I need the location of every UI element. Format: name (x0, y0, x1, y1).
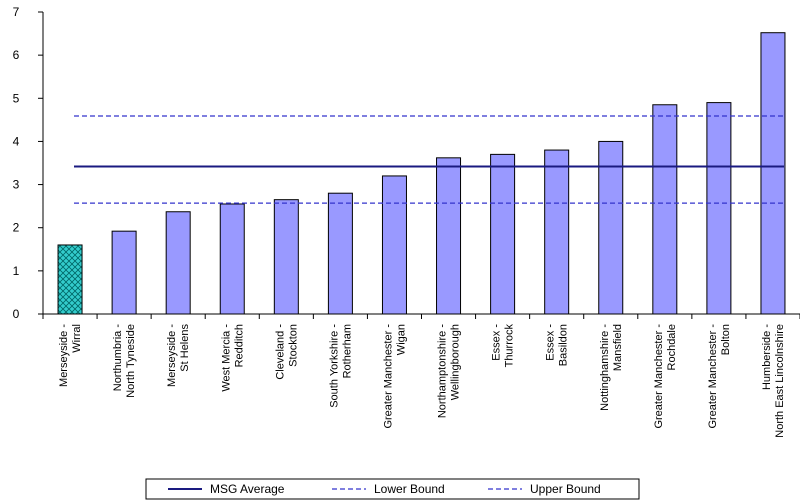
y-tick-label: 4 (13, 134, 20, 148)
bar (490, 153, 516, 315)
x-tick-label-line: Wellingborough (450, 324, 462, 400)
bar (111, 230, 137, 315)
bar (706, 102, 732, 315)
x-tick-label-line: Rotherham (341, 324, 353, 378)
y-tick-label: 3 (13, 178, 20, 192)
bar (760, 32, 786, 315)
x-tick-label-line: Wigan (395, 324, 407, 355)
bar (652, 104, 678, 315)
x-tick-label: Northamptonshire -Wellingborough (437, 324, 462, 418)
x-tick-label: Nottinghamshire -Mansfield (599, 324, 624, 411)
x-axis: Merseyside -Wirral Northumbria -North Tyn… (42, 313, 800, 438)
x-tick-label: Greater Manchester -Wigan (382, 324, 407, 429)
y-tick-label: 7 (13, 5, 20, 19)
x-tick-label-line: Greater Manchester - (707, 324, 719, 429)
x-tick-label: Essex -Basildon (545, 324, 570, 367)
bar (436, 157, 462, 315)
x-tick-label-line: West Mercia - (220, 324, 232, 392)
x-tick-label: Greater Manchester -Bolton (707, 324, 732, 429)
legend-label: MSG Average (210, 482, 285, 496)
x-tick-label: West Mercia -Redditch (220, 324, 245, 392)
x-tick-label-line: Humberside - (761, 324, 773, 390)
x-tick-label-line: South Yorkshire - (328, 324, 340, 408)
x-tick-label: Northumbria -North Tyneside (112, 324, 137, 398)
x-tick-label-line: Basildon (558, 324, 570, 366)
x-tick-label: Merseyside -Wirral (58, 324, 83, 387)
x-tick-label-line: Essex - (545, 324, 557, 361)
x-tick-label-line: Mansfield (612, 324, 624, 371)
x-tick-label: Humberside -North East Lincolnshire (761, 324, 786, 438)
x-tick-label-line: Cleveland - (274, 324, 286, 380)
x-tick-label-line: Merseyside - (166, 324, 178, 387)
x-tick-label: Greater Manchester -Rochdale (653, 324, 678, 429)
bar-highlighted (57, 244, 83, 315)
x-tick-label-line: Essex - (491, 324, 503, 361)
x-tick-label: South Yorkshire -Rotherham (328, 324, 353, 408)
bar (327, 192, 353, 315)
x-tick-label: Merseyside -St Helens (166, 324, 191, 387)
bar (273, 199, 299, 315)
x-tick-label-line: Northamptonshire - (437, 324, 449, 418)
x-tick-label-line: St Helens (179, 324, 191, 372)
x-tick-label: Cleveland -Stockton (274, 324, 299, 380)
y-tick-label: 5 (13, 91, 20, 105)
x-tick-label-line: Redditch (233, 324, 245, 367)
legend: MSG Average Lower Bound Upper Bound (145, 478, 640, 500)
legend-label: Upper Bound (530, 482, 601, 496)
x-tick-label-line: Greater Manchester - (653, 324, 665, 429)
y-tick-label: 6 (13, 48, 20, 62)
legend-box (145, 478, 640, 500)
x-tick-label-line: Greater Manchester - (382, 324, 394, 429)
x-tick-label-line: Merseyside - (58, 324, 70, 387)
legend-label: Lower Bound (374, 482, 445, 496)
x-tick-label: Essex -Thurrock (491, 324, 516, 368)
y-axis: 0 1 2 3 4 5 6 7 (13, 5, 44, 321)
bar (381, 175, 407, 315)
bar (598, 140, 624, 315)
x-tick-label-line: Nottinghamshire - (599, 324, 611, 411)
bars (57, 32, 786, 315)
x-tick-label-line: Bolton (720, 324, 732, 355)
y-tick-label: 0 (13, 307, 20, 321)
bar (219, 203, 245, 315)
x-tick-label-line: Rochdale (666, 324, 678, 370)
x-tick-label-line: Stockton (287, 324, 299, 367)
x-tick-label-line: North Tyneside (125, 324, 137, 398)
x-tick-label-line: Northumbria - (112, 324, 124, 392)
x-tick-label-line: Thurrock (504, 324, 516, 368)
x-tick-label-line: Wirral (71, 324, 83, 353)
x-tick-label-line: North East Lincolnshire (774, 324, 786, 438)
bar (544, 149, 570, 315)
reference-lines (74, 115, 784, 204)
y-tick-label: 1 (13, 264, 20, 278)
bar (165, 211, 191, 315)
y-tick-label: 2 (13, 221, 20, 235)
